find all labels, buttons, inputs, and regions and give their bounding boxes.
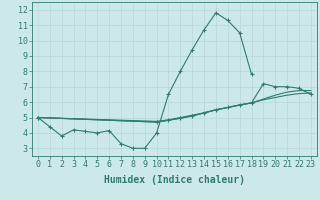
X-axis label: Humidex (Indice chaleur): Humidex (Indice chaleur) xyxy=(104,175,245,185)
